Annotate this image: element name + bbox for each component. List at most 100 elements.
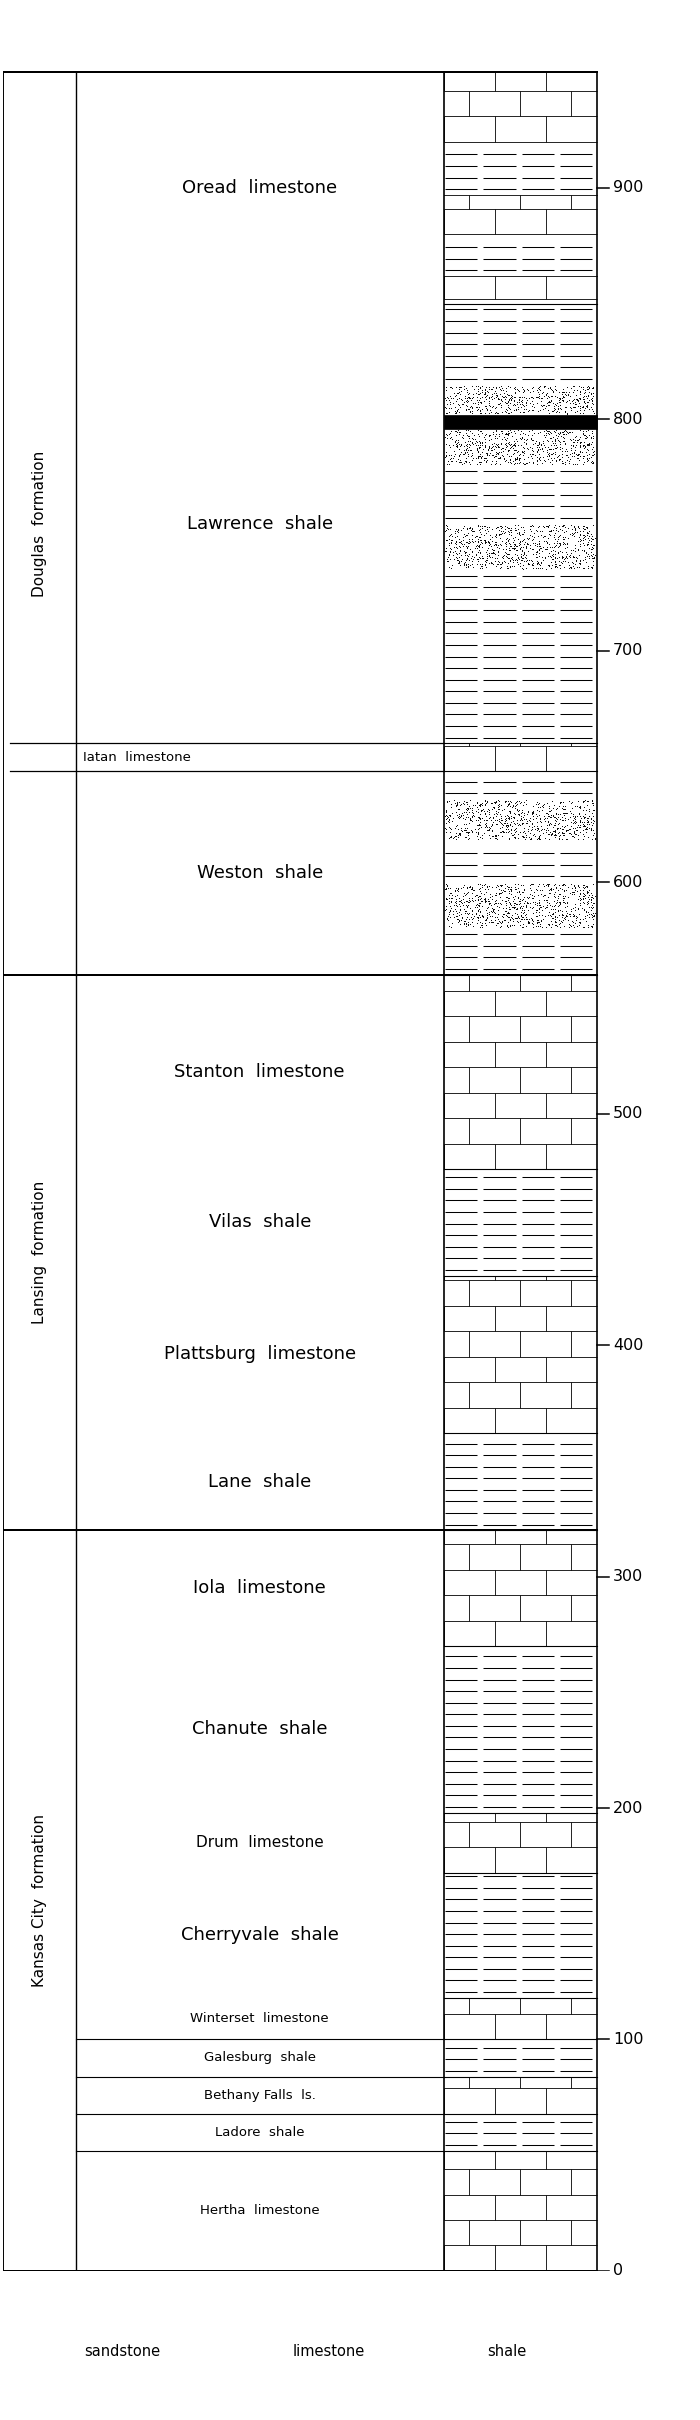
- Point: [25, 2321, 36, 2360]
- Point: [466, 796, 477, 835]
- Point: [567, 818, 578, 857]
- Point: [25, 2347, 36, 2386]
- Point: [538, 438, 549, 477]
- Point: [41, 2338, 52, 2376]
- Point: [47, 2316, 58, 2355]
- Point: [491, 876, 502, 915]
- Point: [510, 818, 521, 857]
- Point: [569, 511, 580, 549]
- Point: [580, 808, 591, 847]
- Point: [502, 547, 513, 586]
- Point: [482, 869, 493, 908]
- Point: [475, 903, 486, 941]
- Point: [556, 542, 567, 581]
- Point: [514, 433, 526, 472]
- Point: [514, 544, 526, 583]
- Point: [66, 2333, 78, 2372]
- Point: [505, 869, 517, 908]
- Point: [552, 520, 564, 559]
- Point: [531, 544, 542, 583]
- Point: [477, 789, 489, 828]
- Point: [503, 893, 514, 932]
- Point: [440, 891, 451, 929]
- Point: [508, 799, 519, 837]
- Point: [549, 905, 560, 944]
- Point: [503, 883, 514, 922]
- Point: [43, 2333, 55, 2372]
- Point: [527, 893, 538, 932]
- Point: [449, 528, 460, 566]
- Point: [589, 818, 601, 857]
- Point: [442, 419, 453, 457]
- Point: [531, 898, 542, 937]
- Point: [500, 537, 512, 576]
- Point: [440, 869, 452, 908]
- Point: [561, 394, 572, 433]
- Point: [582, 808, 593, 847]
- Point: [491, 782, 502, 820]
- Point: [463, 523, 475, 561]
- Point: [482, 440, 493, 479]
- Point: [504, 382, 515, 421]
- Point: [463, 905, 474, 944]
- Point: [585, 438, 596, 477]
- Point: [494, 515, 505, 554]
- Point: [565, 515, 576, 554]
- Point: [473, 864, 484, 903]
- Point: [443, 799, 454, 837]
- Point: [505, 871, 517, 910]
- Point: [61, 2355, 72, 2393]
- Point: [545, 542, 557, 581]
- Point: [452, 428, 463, 467]
- Point: [587, 540, 598, 578]
- Point: [588, 419, 599, 457]
- Point: [461, 426, 472, 465]
- Point: [454, 796, 466, 835]
- Point: [570, 803, 582, 842]
- Text: 500: 500: [613, 1106, 643, 1120]
- Point: [510, 818, 521, 857]
- Point: [452, 806, 463, 845]
- Point: [52, 2350, 64, 2389]
- Point: [474, 375, 485, 414]
- Point: [581, 525, 592, 564]
- Point: [522, 811, 533, 849]
- Point: [554, 808, 566, 847]
- Point: [545, 511, 556, 549]
- Point: [453, 544, 464, 583]
- Point: [582, 874, 593, 912]
- Point: [488, 378, 499, 416]
- Point: [475, 411, 486, 450]
- Point: [458, 443, 470, 482]
- Point: [557, 542, 568, 581]
- Point: [582, 799, 594, 837]
- Point: [461, 532, 472, 571]
- Point: [554, 528, 565, 566]
- Point: [516, 881, 527, 920]
- Point: [584, 789, 595, 828]
- Point: [443, 520, 454, 559]
- Point: [528, 876, 539, 915]
- Point: [561, 375, 572, 414]
- Point: [550, 424, 561, 462]
- Point: [484, 433, 495, 472]
- Point: [490, 898, 501, 937]
- Point: [472, 414, 483, 453]
- Point: [552, 808, 563, 847]
- Point: [42, 2323, 53, 2362]
- Point: [556, 900, 567, 939]
- Point: [568, 799, 580, 837]
- Point: [588, 816, 599, 854]
- Point: [503, 811, 514, 849]
- Point: [573, 518, 584, 557]
- Point: [467, 438, 478, 477]
- Point: [581, 811, 592, 849]
- Point: [517, 419, 528, 457]
- Point: [565, 390, 576, 428]
- Point: [549, 876, 560, 915]
- Point: [462, 428, 473, 467]
- Point: [452, 816, 463, 854]
- Point: [500, 811, 512, 849]
- Point: [467, 511, 478, 549]
- Point: [579, 799, 590, 837]
